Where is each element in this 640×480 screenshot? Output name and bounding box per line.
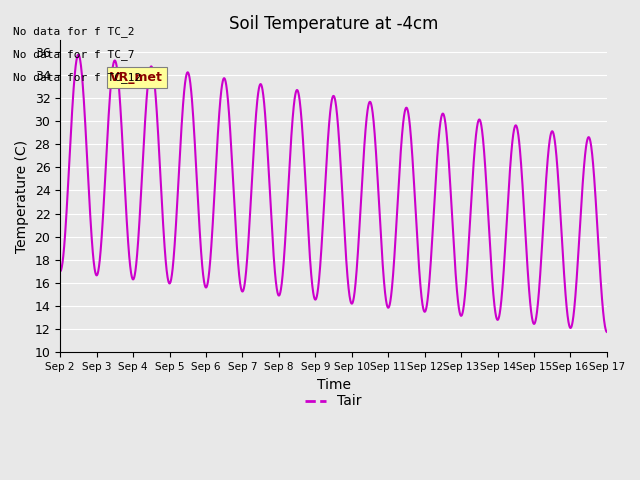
Text: VR_met: VR_met [110,71,163,84]
Y-axis label: Temperature (C): Temperature (C) [15,140,29,253]
Text: No data for f TC_12: No data for f TC_12 [13,72,141,83]
Title: Soil Temperature at -4cm: Soil Temperature at -4cm [229,15,438,33]
Text: No data for f TC_7: No data for f TC_7 [13,48,134,60]
X-axis label: Time: Time [317,377,351,392]
Legend: Tair: Tair [300,389,367,414]
Text: No data for f TC_2: No data for f TC_2 [13,25,134,36]
